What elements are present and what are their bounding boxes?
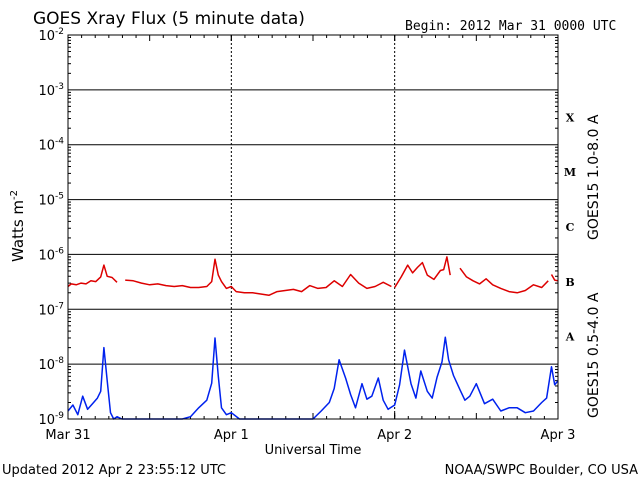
y-tick-base: 10 [38,358,55,373]
y-tick-label: 10-9 [38,411,64,428]
updated-timestamp: Updated 2012 Apr 2 23:55:12 UTC [2,463,226,478]
plot-grid [67,35,559,419]
y-tick-base: 10 [38,139,55,154]
y-axis-label-text: Watts m [9,200,27,262]
x-tick-label: Mar 31 [45,428,90,443]
flare-class-label: C [566,221,575,234]
x-tick-label: Apr 1 [214,428,249,443]
credit: NOAA/SWPC Boulder, CO USA [445,463,638,478]
chart-title: GOES Xray Flux (5 minute data) [33,9,305,29]
y-tick-exponent: -8 [55,356,64,366]
y-tick-label: 10-8 [38,356,64,373]
y-tick-base: 10 [38,29,55,44]
y-tick-exponent: -4 [55,137,64,147]
y-tick-base: 10 [38,84,55,99]
y-tick-label: 10-2 [38,27,64,44]
x-tick-label: Apr 3 [541,428,576,443]
flare-class-labels: X M C B A [564,111,576,343]
y-tick-exponent: -6 [55,246,64,256]
y-axis-label: Watts m-2 [9,190,27,262]
y-tick-label: 10-5 [38,192,64,209]
y-tick-base: 10 [38,303,55,318]
y-tick-label: 10-3 [38,82,64,99]
y-tick-base: 10 [38,194,55,209]
legend-long-channel: GOES15 1.0-8.0 A [586,114,602,240]
y-tick-label: 10-4 [38,137,64,154]
y-tick-label: 10-7 [38,301,64,318]
begin-time: Begin: 2012 Mar 31 0000 UTC [405,19,616,34]
x-axis-label: Universal Time [265,443,362,458]
flare-class-label: A [565,331,575,344]
y-tick-exponent: -3 [55,82,64,92]
y-axis-label-exponent: -2 [9,190,20,200]
y-tick-exponent: -9 [55,411,64,421]
y-tick-exponent: -2 [55,27,64,37]
flare-class-label: X [566,111,575,124]
y-tick-base: 10 [38,413,55,428]
legend-short-channel: GOES15 0.5-4.0 A [586,292,602,418]
x-tick-label: Apr 2 [377,428,412,443]
y-tick-base: 10 [38,248,55,263]
plot-frame [67,34,559,420]
y-tick-exponent: -7 [55,301,64,311]
flare-class-label: M [564,166,576,179]
y-tick-exponent: -5 [55,192,64,202]
x-axis-tick-labels: Mar 31 Apr 1 Apr 2 Apr 3 [45,428,575,443]
flare-class-label: B [565,276,574,289]
series-line [67,256,559,297]
y-axis-tick-labels: 10-210-310-410-510-610-710-810-9 [38,27,64,428]
y-tick-label: 10-6 [38,246,64,263]
